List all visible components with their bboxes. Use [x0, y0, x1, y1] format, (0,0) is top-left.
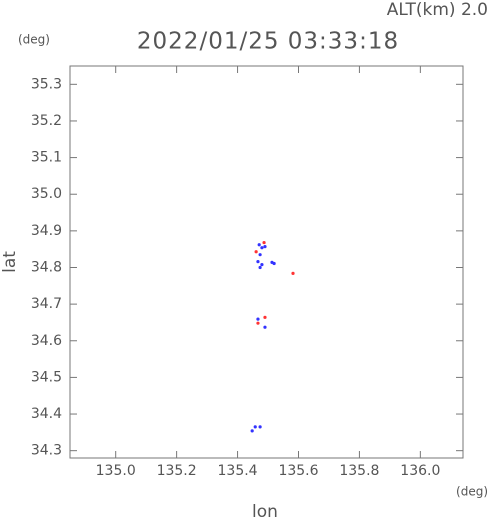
- x-tick-label: 135.2: [157, 463, 197, 479]
- data-point: [263, 245, 267, 249]
- x-tick-label: 135.8: [339, 463, 379, 479]
- x-tick-label: 135.6: [278, 463, 318, 479]
- data-point: [260, 262, 264, 267]
- data-point: [258, 253, 262, 257]
- y-tick-label: 34.5: [31, 369, 62, 385]
- data-point: [256, 260, 260, 264]
- chart-title: 2022/01/25 03:33:18: [137, 29, 399, 55]
- data-point: [258, 265, 262, 270]
- y-tick-label: 35.1: [31, 150, 62, 166]
- data-point: [258, 425, 262, 429]
- data-point: [291, 271, 295, 275]
- y-tick-label: 35.0: [31, 186, 62, 202]
- y-tick-label: 34.7: [31, 296, 62, 312]
- y-tick-label: 34.4: [31, 406, 62, 422]
- y-tick-label: 35.2: [31, 113, 62, 129]
- data-point: [257, 243, 261, 247]
- y-tick-label: 34.9: [31, 223, 62, 239]
- data-point: [263, 325, 267, 329]
- y-tick-label: 34.8: [31, 259, 62, 275]
- altitude-label: ALT(km) 2.0: [387, 0, 488, 20]
- x-tick-label: 135.4: [218, 463, 258, 479]
- data-point: [263, 315, 267, 319]
- data-point: [256, 317, 260, 321]
- data-point: [260, 246, 264, 250]
- x-tick-label: 135.0: [96, 463, 136, 479]
- y-unit: (deg): [18, 33, 50, 47]
- y-tick-label: 35.3: [31, 76, 62, 92]
- plot-frame: [69, 65, 464, 459]
- x-unit: (deg): [456, 485, 488, 499]
- x-axis-label: lon: [252, 502, 278, 521]
- data-point: [272, 261, 276, 266]
- data-point: [262, 240, 266, 245]
- y-tick-label: 34.6: [31, 333, 62, 349]
- data-point: [253, 425, 257, 429]
- data-point: [254, 250, 258, 254]
- y-tick-label: 34.3: [31, 443, 62, 459]
- y-axis-label: lat: [0, 251, 20, 273]
- data-point: [256, 321, 260, 325]
- data-point: [250, 429, 254, 433]
- x-tick-label: 136.0: [400, 463, 440, 479]
